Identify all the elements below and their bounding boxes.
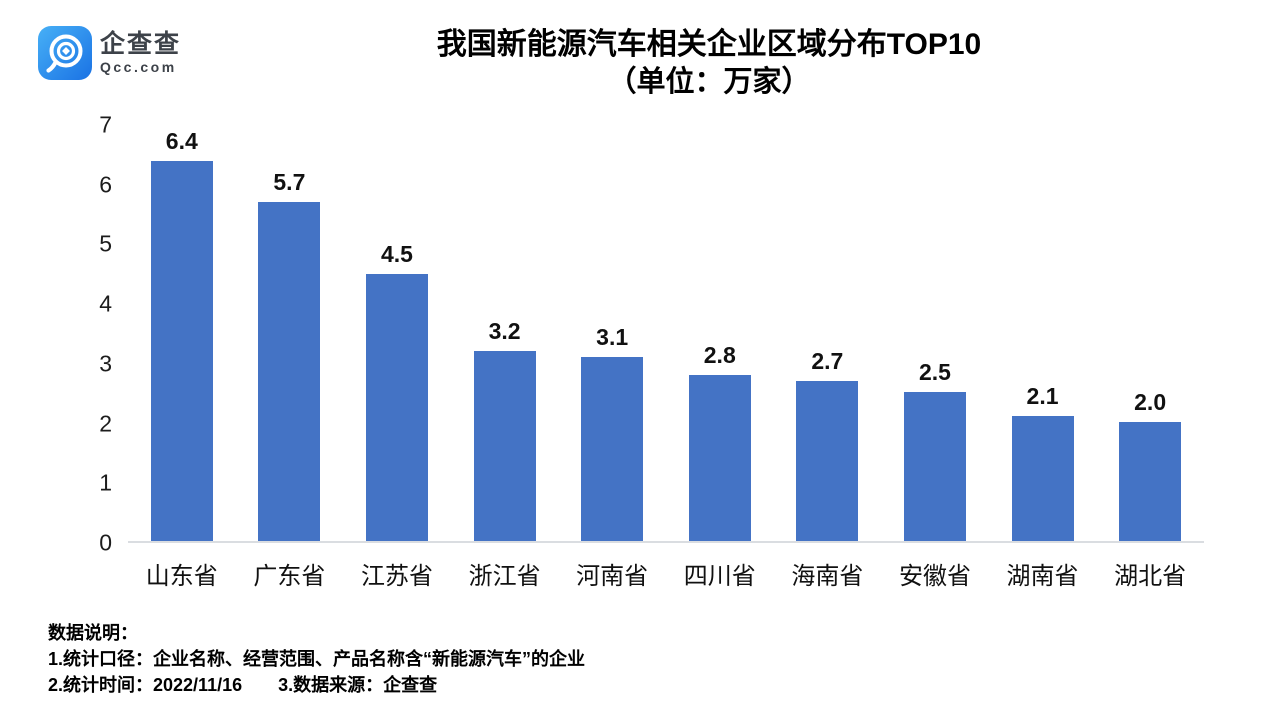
- y-axis: 0 1 2 3 4 5 6 7: [0, 113, 112, 554]
- bar-value-label: 5.7: [273, 169, 306, 196]
- y-tick-6: 6: [99, 171, 112, 198]
- bar-value-label: 3.1: [596, 323, 629, 350]
- bar-浙江省: [473, 350, 536, 541]
- bar-value-label: 2.7: [811, 347, 844, 374]
- x-label-浙江省: 浙江省: [468, 563, 541, 590]
- footnote-line2: 2.统计时间：2022/11/16 3.数据来源：企查查: [48, 675, 438, 695]
- bar-slot-广东省: 5.7: [236, 125, 344, 541]
- x-label-安徽省: 安徽省: [898, 563, 971, 590]
- y-tick-2: 2: [99, 410, 112, 437]
- bar-slot-河南省: 3.1: [558, 125, 666, 541]
- title-block: 我国新能源汽车相关企业区域分布TOP10 （单位：万家）: [150, 26, 1268, 100]
- bar-slot-山东省: 6.4: [128, 125, 236, 541]
- footnote-heading: 数据说明：: [48, 623, 138, 643]
- qcc-logo-text-en: Qcc.com: [100, 59, 177, 75]
- x-label-四川省: 四川省: [683, 563, 756, 590]
- bar-slot-海南省: 2.7: [774, 125, 882, 541]
- bar-四川省: [688, 374, 751, 541]
- bar-河南省: [581, 356, 644, 541]
- bar-value-label: 6.4: [165, 127, 198, 154]
- chart-title: 我国新能源汽车相关企业区域分布TOP10: [436, 28, 982, 61]
- bar-slot-安徽省: 2.5: [881, 125, 989, 541]
- x-label-海南省: 海南省: [791, 563, 864, 590]
- y-tick-1: 1: [99, 469, 112, 496]
- x-label-湖南省: 湖南省: [1006, 563, 1079, 590]
- bar-value-label: 2.5: [918, 359, 951, 386]
- bar-slot-四川省: 2.8: [666, 125, 774, 541]
- bar-slot-湖南省: 2.1: [989, 125, 1097, 541]
- bar-湖南省: [1011, 416, 1074, 541]
- bar-江苏省: [365, 273, 428, 541]
- x-label-河南省: 河南省: [576, 563, 649, 590]
- y-tick-4: 4: [99, 290, 112, 317]
- qcc-logo-icon: [38, 26, 92, 80]
- bar-海南省: [796, 380, 859, 541]
- bar-value-label: 2.1: [1026, 383, 1059, 410]
- y-tick-5: 5: [99, 230, 112, 257]
- bar-湖北省: [1119, 422, 1182, 541]
- x-label-广东省: 广东省: [253, 563, 326, 590]
- x-label-江苏省: 江苏省: [360, 563, 433, 590]
- bar-value-label: 4.5: [380, 240, 413, 267]
- bar-安徽省: [903, 392, 966, 541]
- qcc-logo: 企查查 Qcc.com: [38, 26, 181, 80]
- footnotes: 数据说明： 1.统计口径：企业名称、经营范围、产品名称含“新能源汽车”的企业 2…: [48, 620, 585, 698]
- bar-slot-浙江省: 3.2: [451, 125, 559, 541]
- y-tick-3: 3: [99, 350, 112, 377]
- y-tick-0: 0: [99, 529, 112, 556]
- qcc-logo-text-cn: 企查查: [100, 30, 182, 58]
- x-axis-labels: 山东省 广东省 江苏省 浙江省 河南省 四川省 海南省 安徽省 湖南省 湖北省: [128, 556, 1204, 591]
- footnote-line1: 1.统计口径：企业名称、经营范围、产品名称含“新能源汽车”的企业: [48, 649, 586, 669]
- bar-山东省: [150, 160, 213, 541]
- plot-area: 6.4 5.7 4.5 3.2 3.1 2.8 2.7 2.5 2.1 2.0: [128, 125, 1204, 543]
- bar-广东省: [258, 202, 321, 541]
- chart-subtitle: （单位：万家）: [607, 66, 811, 98]
- x-label-山东省: 山东省: [145, 563, 218, 590]
- bar-value-label: 2.0: [1134, 389, 1167, 416]
- y-tick-7: 7: [99, 111, 112, 138]
- bar-slot-江苏省: 4.5: [343, 125, 451, 541]
- qcc-logo-texts: 企查查 Qcc.com: [100, 26, 181, 76]
- bars: 6.4 5.7 4.5 3.2 3.1 2.8 2.7 2.5 2.1 2.0: [128, 125, 1204, 541]
- x-label-湖北省: 湖北省: [1114, 563, 1187, 590]
- bar-value-label: 3.2: [488, 317, 521, 344]
- bar-value-label: 2.8: [703, 341, 736, 368]
- bar-slot-湖北省: 2.0: [1096, 125, 1204, 541]
